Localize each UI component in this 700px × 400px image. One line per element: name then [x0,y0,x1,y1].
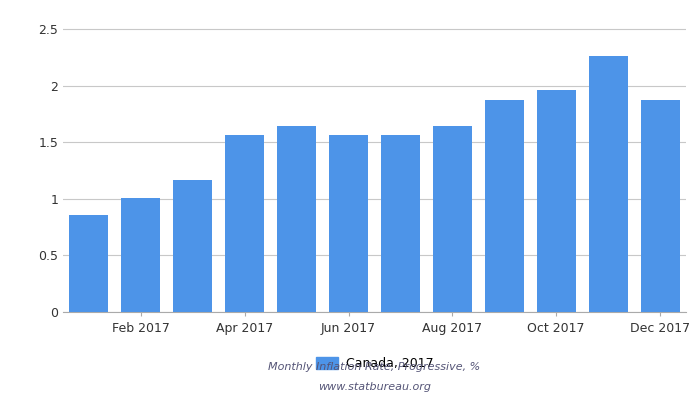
Bar [640,100,680,312]
Bar [277,126,316,312]
Bar [381,135,420,312]
Bar [69,215,108,312]
Text: www.statbureau.org: www.statbureau.org [318,382,431,392]
Bar [485,100,524,312]
Bar [537,90,575,312]
Bar [433,126,472,312]
Bar [329,135,368,312]
Bar [121,198,160,312]
Bar [589,56,628,312]
Legend: Canada, 2017: Canada, 2017 [316,357,433,370]
Text: Monthly Inflation Rate, Progressive, %: Monthly Inflation Rate, Progressive, % [268,362,481,372]
Bar [225,135,264,312]
Bar [174,180,212,312]
